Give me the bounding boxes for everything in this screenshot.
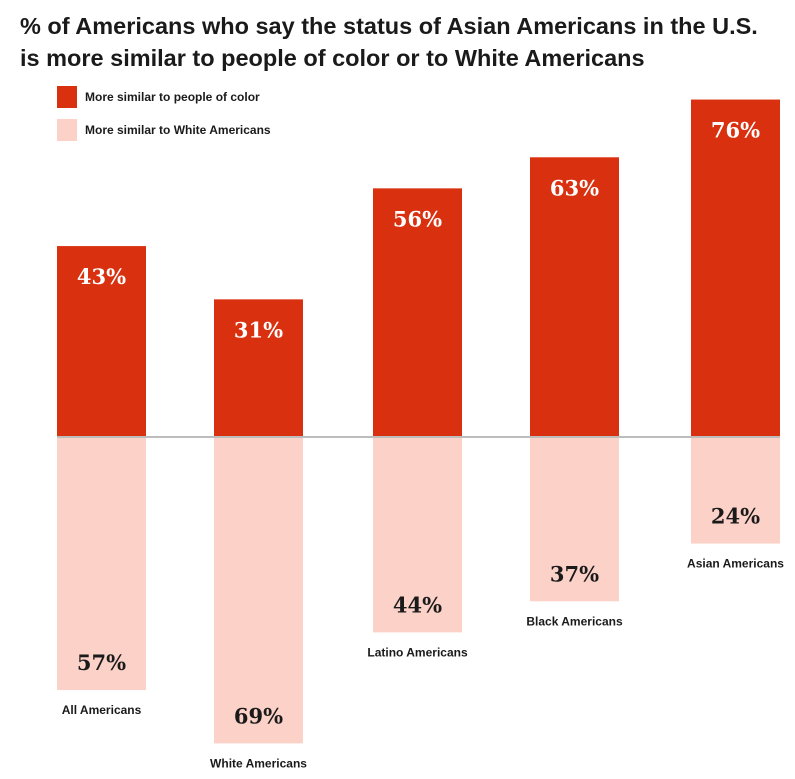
value-label-people-of-color-all-americans: 43%: [77, 264, 126, 289]
value-label-people-of-color-black-americans: 63%: [550, 175, 599, 200]
value-label-white-americans-asian-americans: 24%: [711, 504, 760, 529]
bar-white-americans-asian-americans: [691, 437, 780, 544]
bar-people-of-color-black-americans: [530, 157, 619, 437]
bar-white-americans-all-americans: [57, 437, 146, 691]
category-label-all-americans: All Americans: [62, 703, 142, 717]
bar-people-of-color-asian-americans: [691, 99, 780, 437]
legend-label-people-of-color: More similar to people of color: [85, 90, 260, 104]
legend-item-white-americans: More similar to White Americans: [57, 119, 271, 141]
bar-white-americans-black-americans: [530, 437, 619, 602]
legend-swatch-white-americans: [57, 119, 77, 141]
legend-label-white-americans: More similar to White Americans: [85, 123, 271, 137]
value-label-white-americans-white-americans: 69%: [234, 703, 283, 728]
bar-white-americans-white-americans: [214, 437, 303, 744]
chart-title: % of Americans who say the status of Asi…: [20, 13, 758, 71]
legend-swatch-people-of-color: [57, 86, 77, 108]
value-label-people-of-color-latino-americans: 56%: [393, 206, 442, 231]
legend-item-people-of-color: More similar to people of color: [57, 86, 260, 108]
bar-people-of-color-white-americans: [214, 299, 303, 437]
category-label-white-americans: White Americans: [210, 756, 307, 770]
category-label-asian-americans: Asian Americans: [687, 557, 784, 571]
bar-people-of-color-latino-americans: [373, 188, 462, 437]
value-label-people-of-color-asian-americans: 76%: [711, 118, 760, 143]
category-label-latino-americans: Latino Americans: [367, 645, 468, 659]
bar-people-of-color-all-americans: [57, 246, 146, 437]
value-label-white-americans-all-americans: 57%: [77, 650, 126, 675]
value-label-people-of-color-white-americans: 31%: [234, 317, 283, 342]
value-label-white-americans-latino-americans: 44%: [393, 592, 442, 617]
value-label-white-americans-black-americans: 37%: [550, 561, 599, 586]
bar-white-americans-latino-americans: [373, 437, 462, 633]
category-label-black-americans: Black Americans: [526, 614, 623, 628]
